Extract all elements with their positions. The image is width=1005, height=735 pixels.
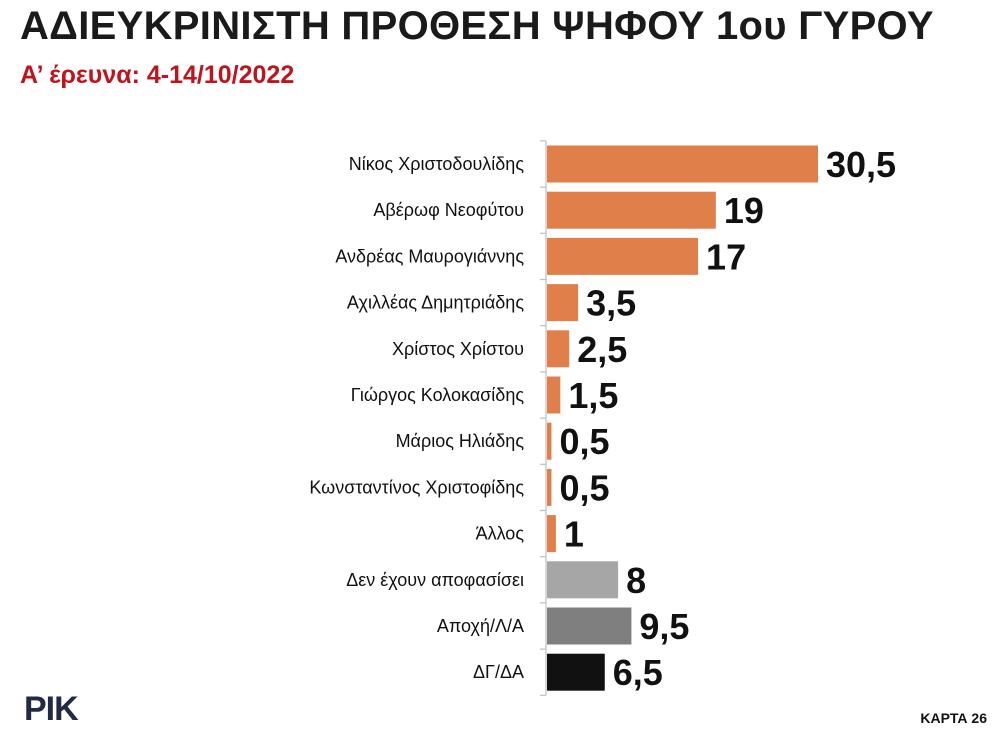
category-label: Μάριος Ηλιάδης bbox=[396, 431, 525, 451]
bar bbox=[547, 422, 552, 460]
bar bbox=[547, 330, 570, 368]
category-label: Αβέρωφ Νεοφύτου bbox=[373, 200, 524, 220]
value-label: 19 bbox=[724, 190, 764, 231]
bar bbox=[547, 561, 619, 599]
ric-logo: ΡΙΚ bbox=[24, 690, 79, 728]
bar bbox=[547, 653, 605, 691]
page-subtitle: Α’ έρευνα: 4-14/10/2022 bbox=[20, 61, 295, 89]
category-label: Αποχή/Λ/Α bbox=[437, 616, 524, 636]
value-label: 0,5 bbox=[559, 467, 609, 508]
value-label: 6,5 bbox=[613, 652, 663, 693]
value-label: 30,5 bbox=[826, 144, 896, 185]
value-label: 17 bbox=[706, 236, 746, 277]
value-label: 3,5 bbox=[586, 283, 636, 324]
bar bbox=[547, 607, 632, 645]
bar bbox=[547, 515, 556, 553]
bar bbox=[547, 237, 699, 275]
value-label: 8 bbox=[626, 560, 646, 601]
category-label: Κωνσταντίνος Χριστοφίδης bbox=[309, 477, 524, 497]
bar bbox=[547, 145, 818, 183]
category-label: Γιώργος Κολοκασίδης bbox=[351, 385, 525, 405]
bar bbox=[547, 376, 561, 414]
value-label: 1 bbox=[564, 514, 584, 555]
bar bbox=[547, 191, 716, 229]
value-label: 9,5 bbox=[639, 606, 689, 647]
bar bbox=[547, 468, 552, 506]
category-label: ΔΓ/ΔΑ bbox=[473, 662, 524, 682]
value-label: 0,5 bbox=[559, 421, 609, 462]
value-label: 1,5 bbox=[568, 375, 618, 416]
category-label: Δεν έχουν αποφασίσει bbox=[346, 570, 524, 590]
map-number-label: ΚΑΡΤΑ 26 bbox=[920, 710, 987, 726]
category-label: Χρίστος Χρίστου bbox=[392, 339, 524, 359]
category-label: Νίκος Χριστοδουλίδης bbox=[349, 154, 525, 174]
bar bbox=[547, 284, 579, 322]
value-label: 2,5 bbox=[577, 329, 627, 370]
category-label: Ανδρέας Μαυρογιάννης bbox=[335, 246, 524, 266]
page-title: ΑΔΙΕΥΚΡΙΝΙΣΤΗ ΠΡΟΘΕΣΗ ΨΗΦΟΥ 1ου ΓΥΡΟΥ bbox=[20, 4, 934, 48]
category-label: Άλλος bbox=[476, 524, 525, 544]
category-label: Αχιλλέας Δημητριάδης bbox=[347, 293, 524, 313]
